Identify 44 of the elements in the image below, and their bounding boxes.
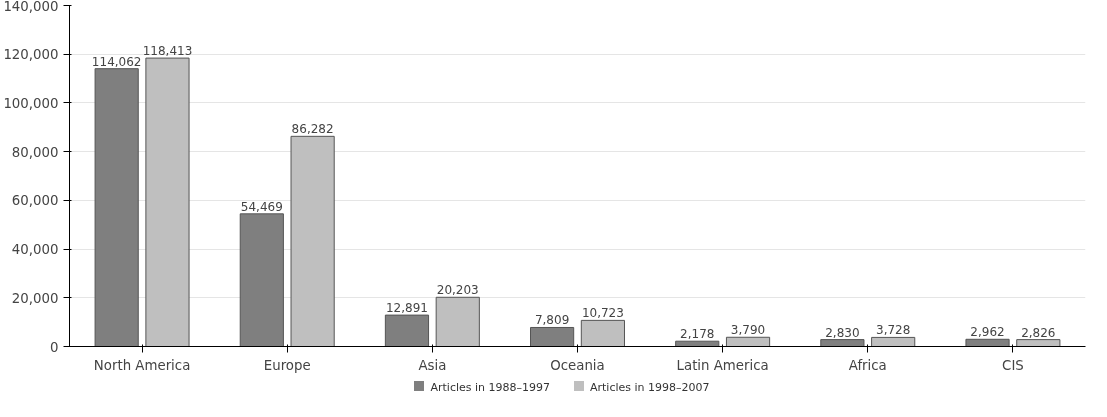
x-tick-label: Oceania xyxy=(550,357,605,373)
bar xyxy=(1016,339,1061,347)
y-tick-label: 60,000 xyxy=(11,193,59,209)
legend-label: Articles in 1988–1997 xyxy=(430,381,550,394)
bar xyxy=(435,296,480,347)
x-tick-label: North America xyxy=(93,357,191,373)
bar xyxy=(145,57,190,347)
y-tick-label: 80,000 xyxy=(11,144,59,160)
data-label: 114,062 xyxy=(91,54,142,69)
bar xyxy=(94,68,139,347)
data-label: 10,723 xyxy=(581,306,624,321)
bar xyxy=(239,213,284,347)
data-label: 20,203 xyxy=(436,283,479,298)
x-tick-label: Africa xyxy=(848,357,887,373)
bar xyxy=(965,338,1010,347)
y-tick-label: 20,000 xyxy=(11,290,59,306)
data-label: 118,413 xyxy=(142,44,193,59)
data-label: 3,790 xyxy=(730,323,766,338)
data-label: 2,178 xyxy=(680,327,715,342)
y-tick-label: 0 xyxy=(50,339,59,355)
y-tick-label: 100,000 xyxy=(3,95,59,111)
x-tick-label: Latin America xyxy=(676,357,769,373)
x-tick-label: Europe xyxy=(263,357,311,373)
bar xyxy=(530,326,575,347)
bar xyxy=(725,336,771,347)
data-label: 86,282 xyxy=(291,122,334,137)
data-label: 54,469 xyxy=(240,199,283,214)
data-label: 12,891 xyxy=(385,301,428,316)
bar xyxy=(290,135,335,347)
bar xyxy=(580,319,625,347)
data-label: 3,728 xyxy=(876,323,911,338)
x-tick-label: CIS xyxy=(1002,357,1024,373)
y-tick-label: 120,000 xyxy=(3,47,59,63)
bar xyxy=(820,339,865,347)
x-tick-label: Asia xyxy=(418,357,447,373)
data-label: 2,826 xyxy=(1021,325,1056,340)
bar xyxy=(871,336,916,347)
data-label: 2,962 xyxy=(970,325,1005,340)
bar xyxy=(384,314,430,347)
y-tick-label: 140,000 xyxy=(3,0,59,14)
legend-label: Articles in 1998–2007 xyxy=(590,381,710,394)
y-tick-label: 40,000 xyxy=(11,242,59,258)
data-label: 7,809 xyxy=(534,313,570,328)
data-label: 2,830 xyxy=(825,325,860,340)
